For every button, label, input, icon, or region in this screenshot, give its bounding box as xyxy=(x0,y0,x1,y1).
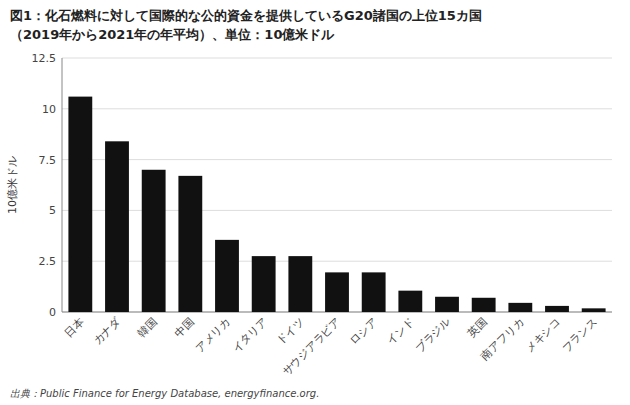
x-tick-label: 韓国 xyxy=(135,315,160,340)
x-tick-label: イタリア xyxy=(229,315,269,355)
bar xyxy=(68,97,92,312)
chart: 図1：化石燃料に対して国際的な公的資金を提供しているG20諸国の上位15カ国 （2… xyxy=(0,0,630,405)
y-tick-label: 2.5 xyxy=(39,255,57,268)
y-tick-label: 0 xyxy=(49,306,56,319)
x-tick-label: ドイツ xyxy=(274,315,307,348)
grid-line xyxy=(62,58,612,59)
y-axis-line xyxy=(62,58,63,312)
x-tick-label: サウジアラビア xyxy=(279,315,343,379)
x-tick-label: 英国 xyxy=(465,315,490,340)
bar xyxy=(142,170,166,312)
y-tick-label: 10 xyxy=(42,103,56,116)
grid xyxy=(62,58,612,312)
y-axis: 0 2.5 5 7.5 10 12.5 xyxy=(32,52,63,319)
x-tick-label: 中国 xyxy=(172,315,197,340)
bar xyxy=(105,141,129,312)
bar xyxy=(288,256,312,312)
x-tick-label: カナダ xyxy=(91,314,124,347)
bar xyxy=(215,240,239,312)
x-tick-label: アメリカ xyxy=(193,315,233,355)
bar xyxy=(178,176,202,312)
bar xyxy=(252,256,276,312)
bars xyxy=(68,97,605,312)
bar xyxy=(582,308,606,312)
bar xyxy=(325,272,349,312)
y-tick-label: 7.5 xyxy=(39,154,57,167)
bar xyxy=(508,303,532,312)
y-tick-label: 5 xyxy=(49,204,56,217)
x-tick-label: 日本 xyxy=(62,315,87,340)
x-axis: 日本カナダ韓国中国アメリカイタリアドイツサウジアラビアロシアインドブラジル英国南… xyxy=(62,314,600,378)
x-tick-label: ブラジル xyxy=(413,315,453,355)
x-tick-label: 南アフリカ xyxy=(478,315,526,363)
bar xyxy=(545,306,569,312)
y-tick-label: 12.5 xyxy=(32,52,57,65)
x-tick-label: メキシコ xyxy=(523,315,563,355)
bar xyxy=(472,298,496,312)
source: 出典：Public Finance for Energy Database, e… xyxy=(10,388,319,399)
x-tick-label: インド xyxy=(384,315,417,348)
bar xyxy=(362,272,386,312)
bar xyxy=(435,297,459,312)
bar xyxy=(398,291,422,312)
grid-line xyxy=(62,159,612,160)
x-tick-label: フランス xyxy=(559,315,599,355)
title: 図1：化石燃料に対して国際的な公的資金を提供しているG20諸国の上位15カ国 xyxy=(10,8,482,23)
y-axis-label: 10億米ドル xyxy=(6,156,19,214)
x-tick-label: ロシア xyxy=(347,315,380,348)
subtitle: （2019年から2021年の年平均）、単位：10億米ドル xyxy=(10,27,335,42)
grid-line xyxy=(62,108,612,109)
